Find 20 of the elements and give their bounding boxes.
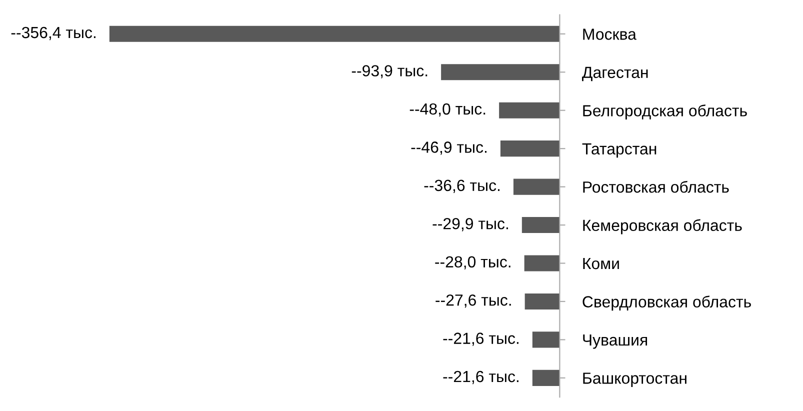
- data-label: --356,4 тыс.: [11, 26, 96, 40]
- data-label: --21,6 тыс.: [443, 332, 518, 346]
- data-label: --29,9 тыс.: [432, 218, 508, 232]
- data-label: --36,6 тыс.: [424, 180, 500, 193]
- y-tick-label: Кемеровская область: [583, 219, 742, 234]
- data-label: --21,6 тыс.: [443, 370, 518, 384]
- y-tick-label: Свердловская область: [582, 296, 751, 311]
- y-tick-label: Белгородская область: [583, 104, 747, 120]
- y-tick-label: Дагестан: [582, 66, 648, 82]
- y-tick-label: Чувашия: [583, 334, 648, 349]
- data-label: --93,9 тыс.: [352, 65, 428, 78]
- data-label: --46,9 тыс.: [411, 142, 486, 155]
- y-tick-label: Татарстан: [582, 143, 656, 158]
- y-tick-label: Ростовская область: [583, 180, 729, 193]
- data-label: --28,0 тыс.: [435, 256, 510, 270]
- y-tick-label: Москва: [583, 28, 636, 40]
- y-tick-label: Коми: [583, 258, 619, 270]
- data-label: --27,6 тыс.: [436, 294, 511, 308]
- y-tick-label: Башкортостан: [583, 372, 686, 388]
- data-label: --48,0 тыс.: [410, 103, 486, 117]
